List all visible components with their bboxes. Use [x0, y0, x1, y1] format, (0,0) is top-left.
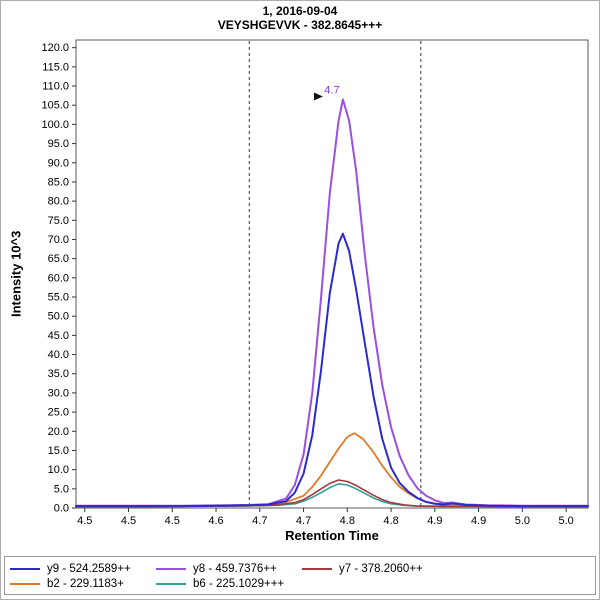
peak-annotation[interactable]: 4.7 [324, 84, 339, 96]
legend-item-b2: b2 - 229.1183+ [10, 576, 156, 591]
y-tick-label: 70.0 [48, 234, 69, 246]
y-tick-label: 20.0 [48, 426, 69, 438]
series-trace-y7 [75, 479, 589, 508]
y-tick-label: 30.0 [48, 387, 69, 399]
x-axis-title: Retention Time [285, 528, 379, 543]
x-tick-label: 5.0 [515, 515, 530, 527]
x-tick-label: 4.8 [340, 515, 355, 527]
legend-line-swatch [302, 567, 332, 570]
series-trace-y9 [75, 232, 589, 508]
legend: y9 - 524.2589++ y8 - 459.7376++ y7 - 378.2… [4, 556, 596, 595]
y-tick-label: 110.0 [42, 81, 69, 93]
y-tick-label: 0.0 [54, 503, 69, 515]
x-tick-label: 4.5 [77, 515, 92, 527]
y-tick-label: 65.0 [48, 253, 69, 265]
x-tick-label: 4.6 [208, 515, 223, 527]
legend-label: b6 - 225.1029+++ [193, 577, 285, 590]
x-tick-label: 4.7 [296, 515, 311, 527]
legend-line-swatch [156, 567, 186, 570]
y-tick-label: 75.0 [48, 215, 69, 227]
x-tick-label: 4.9 [471, 515, 486, 527]
y-tick-label: 115.0 [42, 61, 69, 73]
legend-line-swatch [10, 582, 40, 585]
legend-line-swatch [10, 567, 40, 570]
y-tick-label: 90.0 [48, 157, 69, 169]
y-tick-label: 15.0 [48, 445, 69, 457]
y-tick-label: 80.0 [48, 196, 69, 208]
peak-pointer-icon [313, 92, 323, 101]
replicate-title: 1, 2016-09-04 [262, 4, 338, 18]
y-tick-label: 25.0 [48, 407, 69, 419]
y-tick-label: 100.0 [41, 119, 69, 131]
y-tick-label: 5.0 [54, 483, 69, 495]
peptide-precursor-title: VEYSHGEVVK - 382.8645+++ [217, 18, 383, 32]
y-tick-label: 105.0 [41, 100, 69, 112]
legend-item-b6: b6 - 225.1029+++ [156, 576, 302, 591]
legend-label: y9 - 524.2589++ [47, 562, 131, 575]
x-tick-label: 5.0 [558, 515, 573, 527]
y-tick-label: 40.0 [48, 349, 69, 361]
y-tick-label: 55.0 [48, 292, 69, 304]
y-tick-label: 50.0 [48, 311, 69, 323]
y-tick-label: 35.0 [48, 368, 69, 380]
legend-item-y9: y9 - 524.2589++ [10, 561, 156, 576]
plot-border [75, 39, 589, 509]
legend-item-y8: y8 - 459.7376++ [156, 561, 302, 576]
legend-label: y8 - 459.7376++ [193, 562, 277, 575]
chromatogram-plot[interactable]: 0.0 5.0 10.0 15.0 20.0 25.0 30.0 35.0 40.0 45.0 50… [1, 1, 600, 553]
x-tick-label: 4.5 [165, 515, 180, 527]
x-tick-label: 4.8 [383, 515, 398, 527]
y-tick-label: 45.0 [48, 330, 69, 342]
legend-label: y7 - 378.2060++ [339, 562, 423, 575]
legend-line-swatch [156, 582, 186, 585]
x-tick-label: 4.5 [121, 515, 136, 527]
y-tick-label: 60.0 [48, 272, 69, 284]
legend-item-y7: y7 - 378.2060++ [302, 561, 448, 576]
x-tick-label: 4.7 [252, 515, 267, 527]
y-tick-label: 95.0 [48, 138, 69, 150]
y-tick-label: 120.0 [41, 42, 69, 54]
y-tick-label: 85.0 [48, 176, 69, 188]
legend-label: b2 - 229.1183+ [47, 577, 124, 590]
x-tick-label: 4.9 [427, 515, 442, 527]
y-tick-label: 10.0 [48, 464, 69, 476]
